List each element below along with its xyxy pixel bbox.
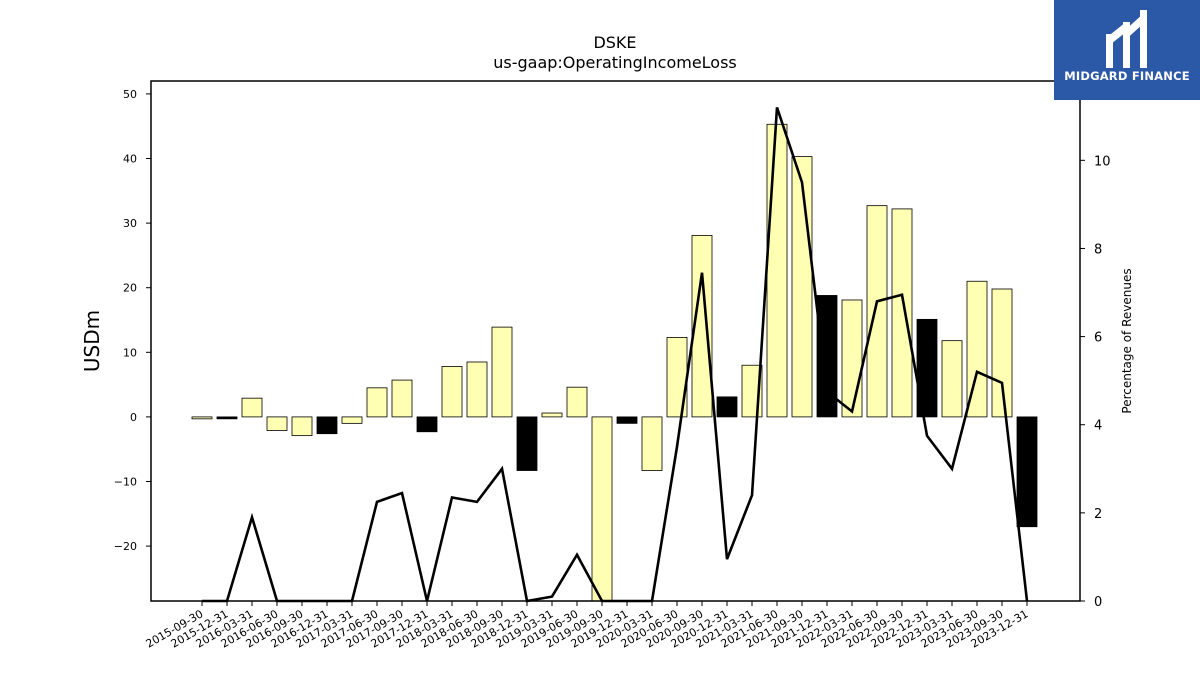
chart-subtitle: us-gaap:OperatingIncomeLoss	[493, 53, 737, 72]
bar-2023-03-31	[941, 340, 963, 418]
bar-2020-09-30	[691, 234, 713, 418]
bar-2022-09-30	[891, 208, 913, 418]
y-tick-label: 20	[123, 282, 137, 295]
bar-2018-06-30	[466, 361, 488, 418]
bar-2018-12-31	[516, 416, 538, 471]
y-tick-label: 30	[123, 217, 137, 230]
bar-2015-09-30	[191, 416, 213, 420]
y-tick-label: −10	[114, 475, 137, 488]
bar-2016-12-31	[316, 416, 338, 435]
bar-2016-06-30	[266, 416, 288, 431]
y-tick-label: 40	[123, 153, 137, 166]
y2-tick-label: 2	[1094, 507, 1102, 522]
y2-axis-label: Percentage of Revenues	[1120, 268, 1134, 413]
y-tick-label: 50	[123, 88, 137, 101]
y-tick-label: 0	[130, 411, 137, 424]
bar-2018-09-30	[491, 326, 513, 418]
bar-2022-03-31	[841, 299, 863, 418]
y2-tick-label: 6	[1094, 331, 1102, 346]
bar-2023-06-30	[966, 280, 988, 418]
bar-2017-09-30	[391, 379, 413, 418]
bar-2021-12-31	[816, 295, 838, 418]
bar-2016-03-31	[241, 397, 263, 418]
y2-tick-label: 10	[1094, 154, 1111, 169]
bar-2020-12-31	[716, 396, 738, 418]
bar-2023-09-30	[991, 288, 1013, 418]
y-axis-label: USDm	[80, 310, 104, 372]
plot-area-frame	[150, 80, 1081, 602]
bar-2017-03-31	[341, 416, 363, 424]
brand-logo: MIDGARD FINANCE	[1054, 0, 1200, 100]
y-tick-label: 10	[123, 346, 137, 359]
bar-2019-03-31	[541, 412, 563, 418]
bar-2021-06-30	[766, 123, 788, 418]
bar-2019-09-30	[591, 416, 613, 602]
bar-2023-12-31	[1016, 416, 1038, 528]
bar-2022-06-30	[866, 205, 888, 418]
y2-tick-label: 4	[1094, 419, 1102, 434]
brand-name: MIDGARD FINANCE	[1064, 69, 1190, 83]
bar-2022-12-31	[916, 318, 938, 418]
y2-tick-label: 0	[1094, 595, 1102, 610]
bar-2015-12-31	[216, 416, 238, 420]
midgard-m-logo-icon	[1106, 10, 1147, 68]
y2-tick-label: 8	[1094, 242, 1102, 257]
bar-2016-09-30	[291, 416, 313, 437]
chart-title: DSKE	[593, 33, 636, 52]
bar-2021-09-30	[791, 156, 813, 418]
bar-2018-03-31	[441, 366, 463, 418]
bar-2020-03-31	[641, 416, 663, 471]
bar-2019-06-30	[566, 386, 588, 418]
bar-2019-12-31	[616, 416, 638, 424]
y-tick-label: −20	[114, 540, 137, 553]
bar-2017-06-30	[366, 387, 388, 418]
bar-2017-12-31	[416, 416, 438, 433]
